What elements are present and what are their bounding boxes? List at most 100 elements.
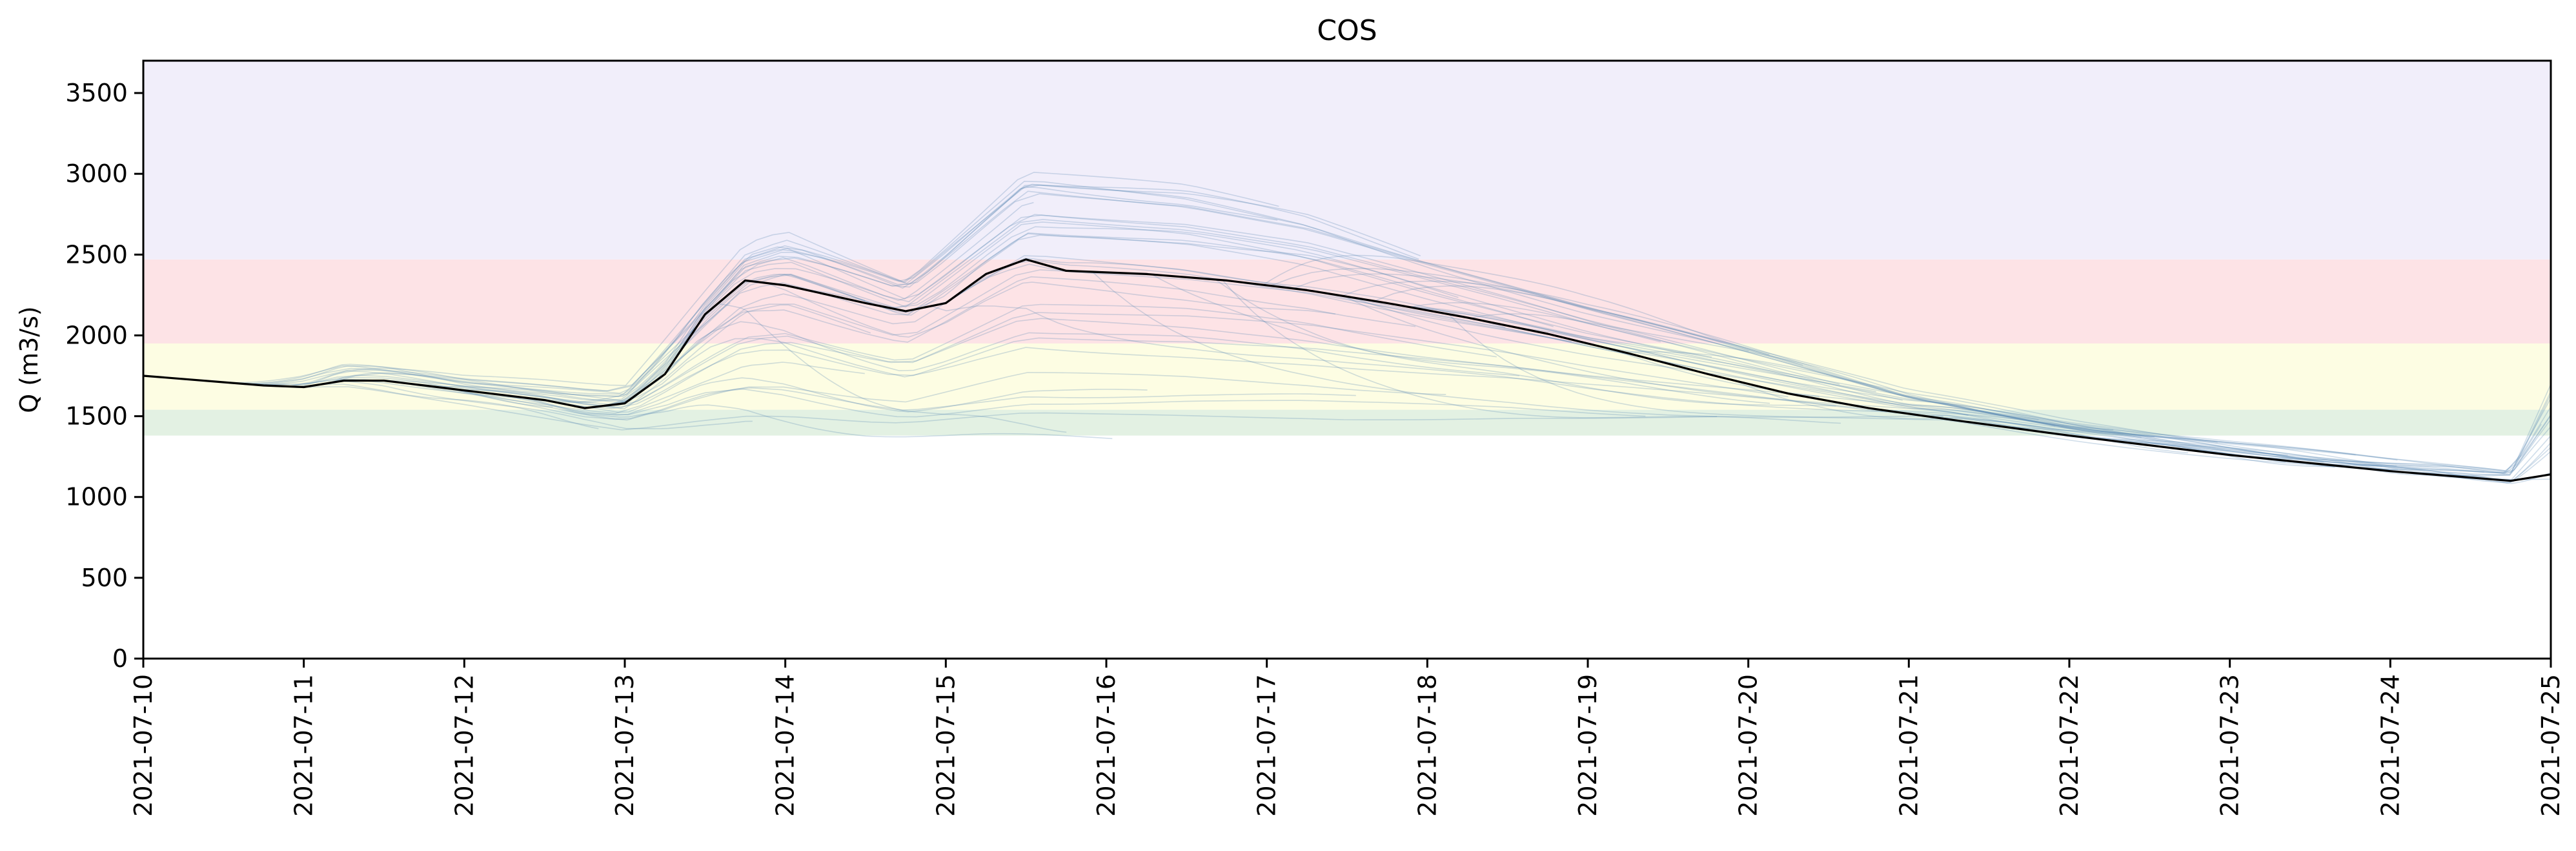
y-tick-label: 3500 [65, 79, 128, 107]
forecast-member-line [225, 274, 866, 394]
forecast-member-line [798, 226, 2218, 443]
forecast-member-line [668, 183, 1421, 369]
x-tick-label: 2021-07-12 [450, 674, 478, 817]
forecast-member-line [1933, 394, 2551, 477]
x-tick-label: 2021-07-23 [2216, 674, 2244, 817]
x-tick-label: 2021-07-11 [290, 674, 318, 817]
forecast-member-line [287, 312, 1789, 407]
forecast-member-line [436, 186, 1278, 397]
forecast-member-line [234, 302, 731, 397]
forecast-member-line [672, 214, 1903, 401]
forecast-member-line [228, 269, 1705, 402]
forecast-member-line [536, 232, 1554, 404]
forecast-member-line [930, 305, 1887, 413]
y-axis: 0 500 1000 1500 2000 2500 3000 3500 [65, 79, 143, 673]
forecast-member-line [330, 201, 1034, 395]
forecast-member-line [591, 276, 1416, 408]
chart-title: COS [1317, 14, 1377, 47]
forecast-member-line [766, 282, 1336, 338]
y-tick-label: 1500 [65, 402, 128, 431]
observed-series-line [143, 258, 2551, 482]
forecast-member-line [258, 255, 1572, 405]
forecast-member-line [1293, 273, 2356, 456]
forecast-member-line [717, 303, 1067, 433]
x-tick-label: 2021-07-10 [129, 674, 157, 817]
y-tick-label: 2000 [65, 321, 128, 349]
forecast-member-line [1270, 268, 2506, 471]
x-axis: 2021-07-10 2021-07-11 2021-07-12 2021-07-13… [129, 659, 2565, 817]
forecast-member-line [897, 233, 1459, 312]
forecast-member-line [449, 387, 1356, 420]
forecast-member-line [1263, 254, 1770, 356]
forecast-member-line [1341, 280, 2398, 461]
forecast-member-line [671, 193, 2142, 438]
forecast-member-line [653, 321, 1520, 383]
forecast-member-line [247, 274, 920, 403]
forecast-member-line [378, 304, 871, 409]
y-tick-label: 0 [112, 644, 128, 673]
forecast-member-line [1624, 351, 2551, 475]
y-tick-label: 2500 [65, 240, 128, 269]
forecast-member-line [1374, 285, 2551, 473]
forecast-member-line [2362, 415, 2551, 477]
forecast-member-line [931, 260, 1969, 416]
x-tick-label: 2021-07-17 [1253, 674, 1281, 817]
forecast-member-line [1409, 302, 2288, 456]
forecast-members [223, 172, 2551, 484]
forecast-member-line [629, 184, 1749, 400]
forecast-member-line [1343, 295, 2335, 468]
x-tick-label: 2021-07-19 [1574, 674, 1602, 817]
threshold-band-4 [143, 61, 2551, 260]
forecast-member-line [400, 372, 1446, 421]
forecast-member-line [2112, 426, 2551, 475]
x-tick-label: 2021-07-24 [2376, 674, 2404, 817]
forecast-member-line [523, 377, 1148, 416]
forecast-member-line [971, 257, 1506, 329]
forecast-member-line [1470, 313, 2114, 431]
forecast-member-line [299, 172, 1279, 388]
x-tick-label: 2021-07-20 [1734, 674, 1763, 817]
x-tick-label: 2021-07-14 [771, 674, 800, 817]
y-tick-label: 500 [81, 564, 128, 592]
forecast-member-line [520, 396, 1113, 440]
threshold-bands [143, 61, 2551, 436]
x-tick-label: 2021-07-21 [1894, 674, 1923, 817]
x-tick-label: 2021-07-22 [2055, 674, 2084, 817]
forecast-member-line [1412, 307, 2039, 420]
forecast-member-line [223, 376, 553, 408]
forecast-member-line [331, 380, 753, 429]
forecast-member-line [655, 184, 1419, 382]
x-tick-label: 2021-07-25 [2537, 674, 2565, 817]
forecast-member-line [401, 303, 1497, 409]
y-tick-label: 3000 [65, 159, 128, 188]
forecast-member-line [1402, 305, 2324, 462]
forecast-member-line [1091, 271, 2286, 463]
forecast-member-line [494, 388, 1646, 418]
forecast-member-line [1517, 327, 2382, 467]
x-tick-label: 2021-07-16 [1092, 674, 1121, 817]
forecast-member-line [2084, 406, 2551, 473]
forecast-member-line [436, 337, 1943, 418]
forecast-member-line [1151, 274, 1770, 404]
forecast-member-line [1610, 348, 2397, 467]
forecast-member-line [589, 234, 1876, 408]
forecast-member-line [613, 338, 2069, 437]
forecast-member-line [314, 318, 1820, 415]
forecast-member-line [551, 190, 2056, 427]
threshold-band-3 [143, 259, 2551, 343]
forecast-member-line [1350, 296, 2484, 473]
forecast-member-line [1877, 409, 2551, 474]
threshold-band-2 [143, 343, 2551, 410]
x-tick-label: 2021-07-13 [611, 674, 639, 817]
y-axis-label: Q (m3/s) [15, 306, 43, 413]
forecast-member-line [223, 382, 1718, 431]
plot-frame [142, 59, 2552, 660]
forecast-member-line [948, 263, 2155, 438]
forecast-member-line [1403, 305, 2542, 474]
forecast-member-line [287, 219, 1661, 392]
forecast-member-line [330, 214, 1840, 392]
forecast-member-line [2235, 419, 2551, 476]
y-tick-label: 1000 [65, 483, 128, 511]
threshold-band-1 [143, 409, 2551, 436]
